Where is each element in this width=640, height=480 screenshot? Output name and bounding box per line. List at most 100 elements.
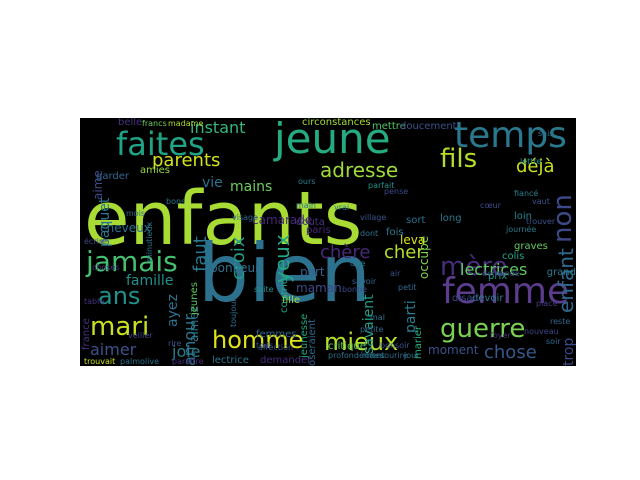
word-61: leva [400, 233, 426, 247]
word-57: devoir [472, 293, 504, 304]
word-119: air [390, 269, 401, 278]
word-123: cœur [480, 201, 501, 210]
word-122: soir [546, 337, 561, 346]
word-44: doucement [400, 121, 457, 132]
word-1: enfants [84, 176, 363, 262]
word-101: parfait [368, 181, 395, 190]
word-86: oseraient [307, 319, 318, 366]
word-91: suite [254, 285, 274, 294]
word-88: sourire [380, 351, 408, 360]
word-27: famille [126, 273, 174, 289]
word-96: toujours [229, 294, 238, 327]
word-74: vaut [532, 197, 550, 206]
word-33: vie [202, 175, 223, 191]
word-77: france [81, 318, 92, 350]
word-16: enfant [554, 248, 576, 313]
word-127: visage [232, 213, 259, 222]
word-103: bonne [342, 285, 368, 294]
word-66: courrier [279, 273, 290, 313]
word-12: homme [212, 326, 304, 354]
word-93: journée [506, 225, 537, 234]
word-105: fois [386, 227, 404, 238]
word-112: bons [166, 197, 186, 206]
word-47: francs [142, 119, 167, 128]
word-45: lettre [520, 157, 542, 166]
word-18: parents [152, 150, 221, 171]
word-64: lectrice [212, 355, 249, 366]
word-100: ours [298, 177, 316, 186]
word-63: demander [260, 355, 312, 366]
word-85: tods [256, 341, 274, 350]
word-113: mois [126, 209, 146, 218]
word-20: instant [190, 118, 246, 137]
word-19: déjà [516, 156, 555, 177]
word-32: trop [561, 337, 576, 366]
word-38: maman [296, 281, 342, 295]
word-70: loin [514, 211, 533, 222]
word-94: veiller [128, 331, 153, 340]
word-109: sais [538, 129, 554, 138]
word-99: profondément [328, 351, 385, 360]
word-78: trouvait [84, 357, 116, 366]
word-41: bonheur [210, 261, 261, 275]
word-84: aime [91, 170, 105, 200]
word-2: bien [198, 227, 371, 320]
word-115: écrire [84, 237, 107, 246]
word-117: dont [360, 229, 379, 238]
word-87: robes [362, 351, 385, 360]
word-107: nouveau [524, 327, 559, 336]
word-24: chère [320, 242, 371, 263]
word-126: bonsoir [380, 341, 410, 350]
word-48: madame [168, 119, 204, 128]
word-116: vrai [334, 203, 350, 212]
word-125: dire [350, 259, 366, 268]
word-42: circonstances [302, 118, 371, 128]
word-124: mal [370, 313, 385, 322]
word-75: ayez [165, 294, 181, 327]
word-11: mari [90, 312, 150, 342]
word-30: joie [172, 342, 201, 361]
word-9: mère [440, 252, 508, 282]
word-55: critique [328, 341, 366, 352]
word-97: affection [258, 343, 294, 352]
word-67: douta [296, 217, 325, 228]
word-110: trouver [526, 217, 556, 226]
word-118: petit [398, 283, 417, 292]
word-52: amies [140, 165, 171, 176]
word-120: main [296, 201, 316, 210]
word-10: guerre [440, 314, 526, 344]
word-62: disait [452, 293, 480, 304]
word-59: prix [488, 271, 508, 282]
word-40: camarade [252, 213, 313, 227]
word-51: cheveux [100, 221, 151, 235]
word-92: village [360, 213, 387, 222]
word-6: faites [116, 125, 205, 163]
word-43: mettre [372, 121, 406, 132]
word-58: grand [546, 267, 576, 278]
word-17: adresse [320, 158, 399, 182]
word-73: fiancé [514, 189, 539, 198]
word-90: petite [360, 325, 384, 334]
word-50: garder [96, 171, 130, 182]
word-3: jeune [274, 118, 391, 163]
word-81: table [84, 297, 105, 306]
word-46: belle [118, 118, 143, 128]
word-26: chose [484, 342, 537, 363]
word-111: pense [384, 187, 409, 196]
word-108: reste [550, 317, 571, 326]
word-29: aimer [90, 340, 137, 359]
word-121: foyer [490, 331, 511, 340]
word-4: temps [454, 118, 567, 156]
word-8: jamais [86, 245, 178, 278]
word-35: moment [428, 343, 479, 357]
word-7: fils [440, 144, 478, 174]
word-69: long [440, 213, 462, 224]
word-82: jeunes [189, 282, 200, 315]
word-25: cher [384, 242, 424, 263]
word-79: palmolive [120, 357, 159, 366]
word-72: demande [482, 269, 520, 278]
word-39: part [300, 265, 325, 279]
word-5: femme [442, 271, 570, 312]
word-60: graves [514, 241, 548, 252]
word-102: savoir [352, 277, 377, 286]
